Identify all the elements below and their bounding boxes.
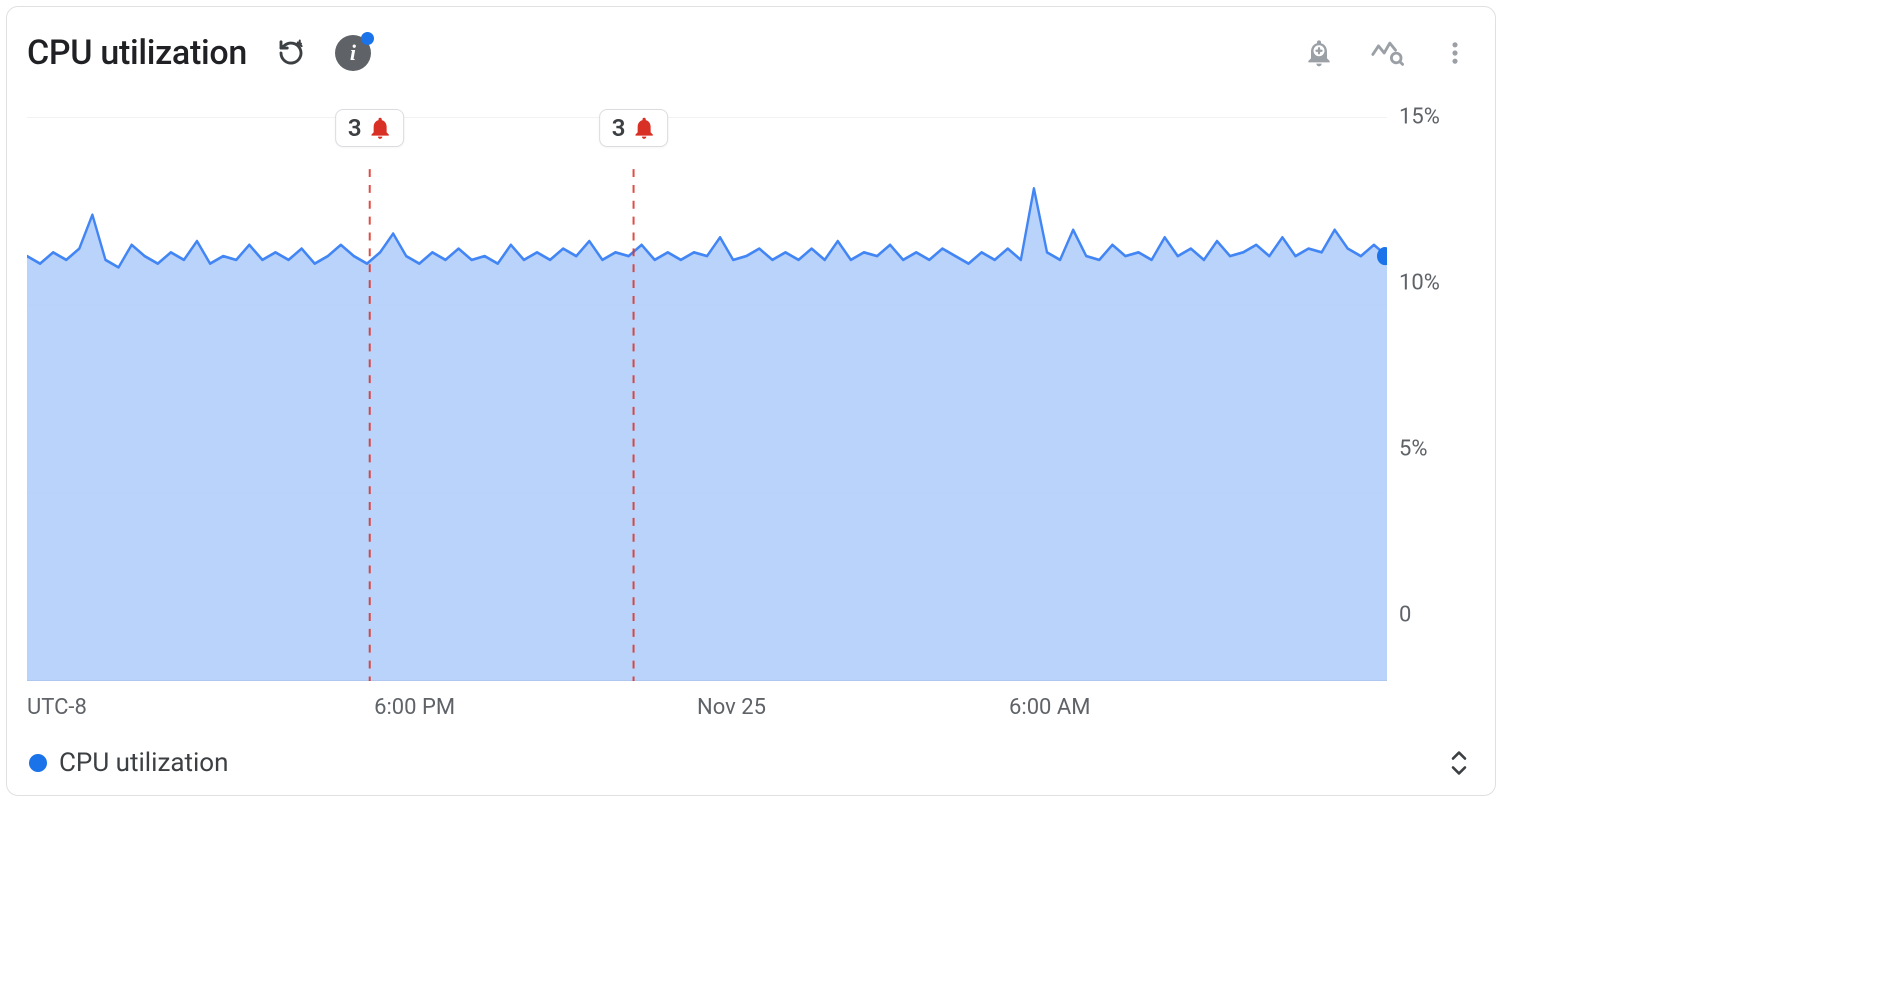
y-axis-tick-label: 10% [1399, 271, 1440, 296]
y-axis-tick-label: 0 [1399, 603, 1411, 628]
card-footer: CPU utilization [27, 743, 1475, 783]
alert-marker[interactable]: 3 [335, 109, 405, 147]
timezone-label: UTC-8 [27, 695, 87, 720]
info-icon[interactable]: i [335, 35, 371, 71]
x-axis-tick-label: Nov 25 [697, 695, 766, 720]
bell-icon [368, 115, 394, 141]
alert-count: 3 [612, 114, 626, 142]
more-options-icon[interactable] [1435, 33, 1475, 73]
header-actions [1299, 33, 1475, 73]
chart-title: CPU utilization [27, 33, 247, 73]
explore-metrics-icon[interactable] [1367, 33, 1407, 73]
x-axis-tick-label: 6:00 AM [1009, 695, 1090, 720]
x-axis-tick-label: 6:00 PM [374, 695, 455, 720]
expand-collapse-icon[interactable] [1443, 743, 1475, 783]
chart-plot-area[interactable]: 05%10%15%6:00 PMNov 256:00 AMUTC-83 3 [27, 117, 1387, 681]
legend-label: CPU utilization [59, 748, 229, 778]
refresh-icon[interactable] [271, 33, 311, 73]
legend-item[interactable]: CPU utilization [29, 748, 229, 778]
legend-marker [29, 754, 47, 772]
add-alert-icon[interactable] [1299, 33, 1339, 73]
alert-marker[interactable]: 3 [599, 109, 669, 147]
info-notification-dot [361, 32, 374, 45]
y-axis-tick-label: 5% [1399, 437, 1427, 462]
y-axis-tick-label: 15% [1399, 105, 1440, 130]
bell-icon [631, 115, 657, 141]
chart-svg [27, 117, 1387, 681]
chart-card: CPU utilization i [6, 6, 1496, 796]
alert-count: 3 [348, 114, 362, 142]
card-header: CPU utilization i [27, 25, 1475, 81]
